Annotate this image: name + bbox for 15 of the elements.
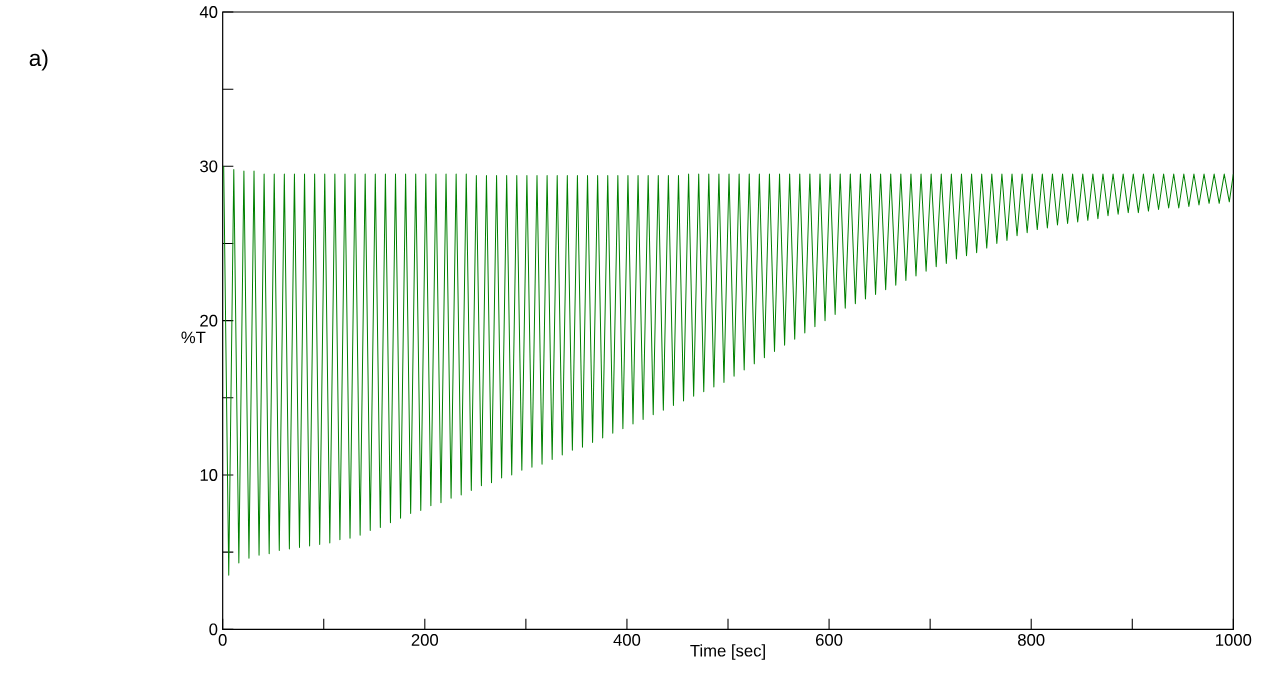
line-series: [223, 165, 1234, 576]
y-tick-label: 30: [200, 160, 218, 173]
y-tick-label: 0: [209, 623, 218, 636]
x-tick-label: 600: [816, 634, 843, 646]
x-tick-label: 400: [613, 634, 641, 646]
y-tick-label: 10: [200, 469, 218, 481]
y-tick-label: 40: [199, 6, 218, 18]
x-tick-label: 200: [411, 634, 439, 646]
text: a): [29, 49, 48, 71]
x-tick-label: 0: [218, 634, 227, 646]
y-axis-title: %T: [181, 331, 206, 344]
x-axis-title: Time [sec]: [690, 644, 765, 660]
y-tick-label: 20: [200, 314, 218, 327]
x-tick-label: 800: [1018, 634, 1045, 646]
x-tick-label: 1000: [1216, 634, 1252, 646]
